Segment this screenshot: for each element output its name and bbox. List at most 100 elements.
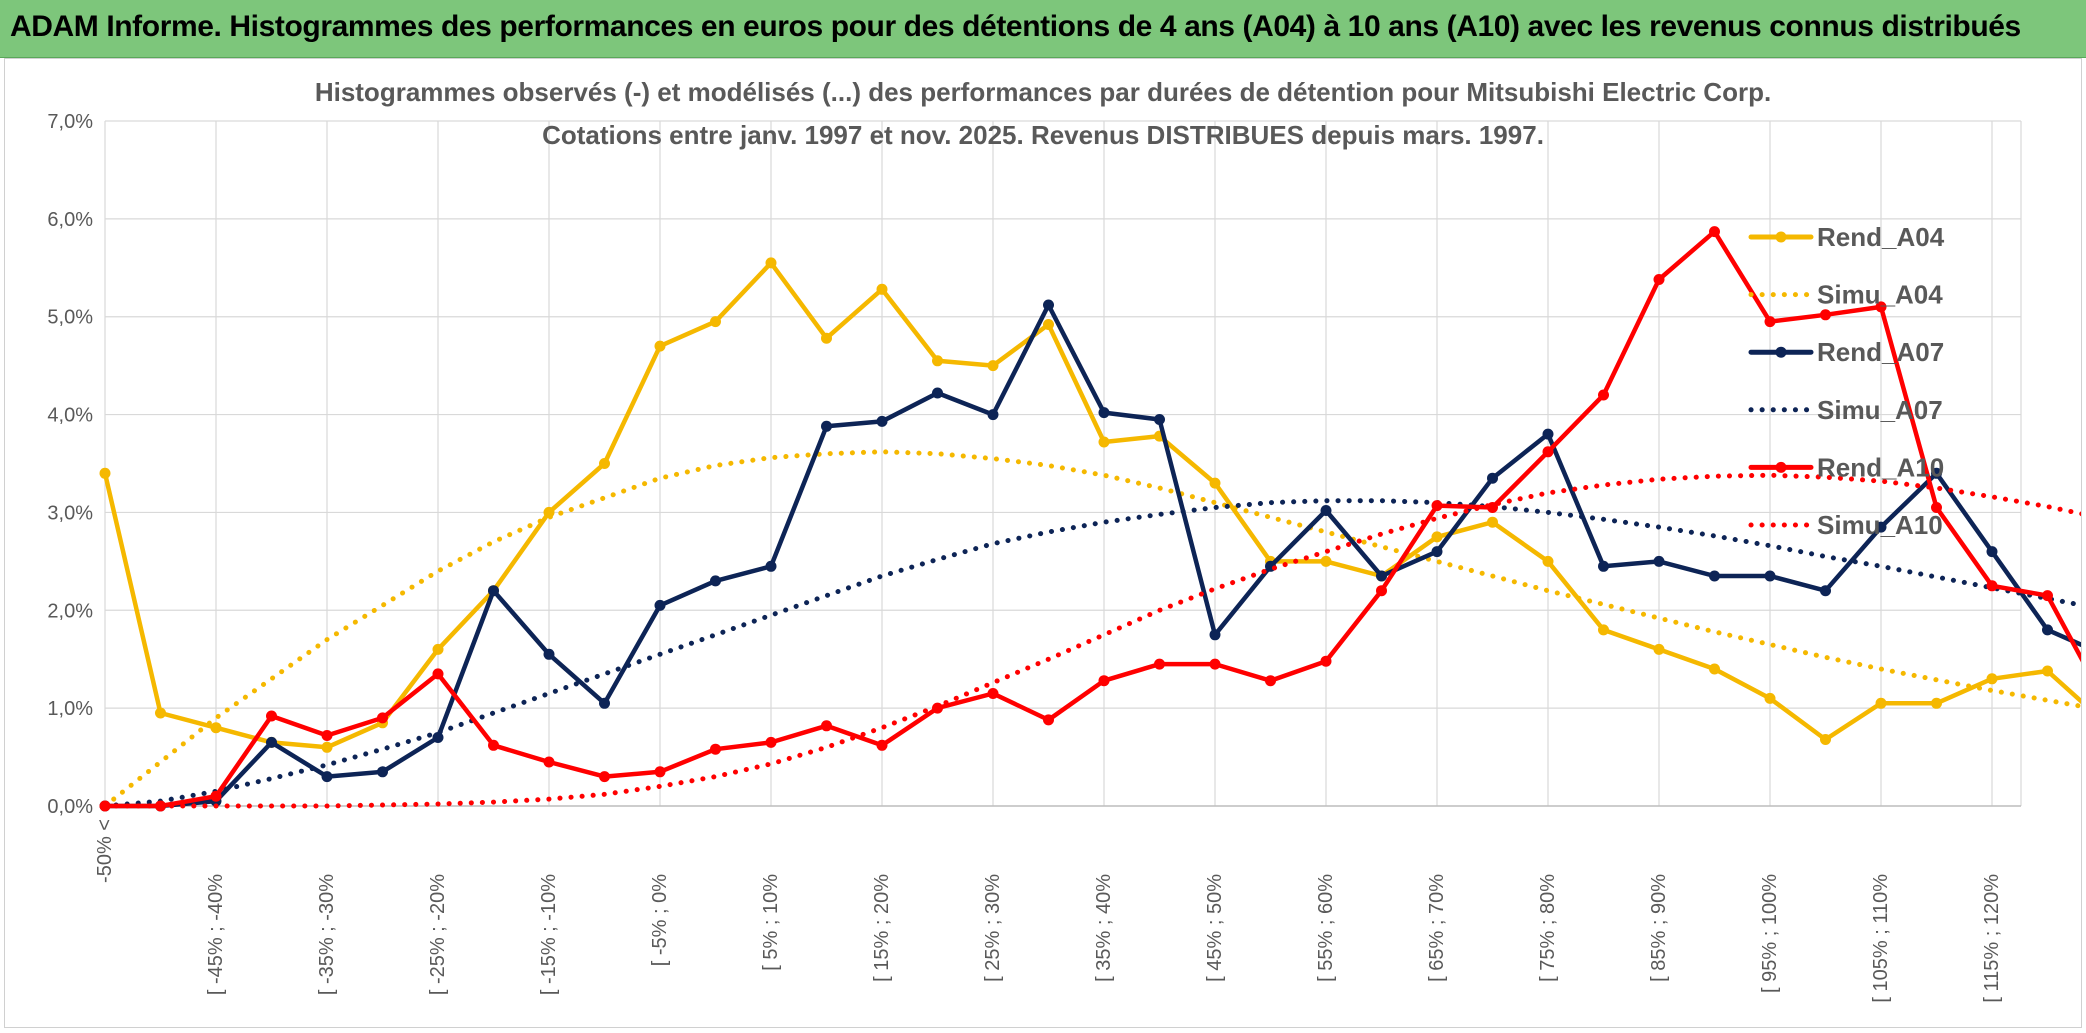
rend-a10-point bbox=[377, 712, 388, 724]
chart-subtitle: Cotations entre janv. 1997 et nov. 2025.… bbox=[542, 120, 1544, 150]
x-tick-label: [ -5% ; 0% bbox=[649, 874, 671, 966]
x-tick-label: [ -45% ; -40% bbox=[205, 874, 227, 995]
rend-a04-point bbox=[1820, 734, 1831, 745]
x-tick-label: [ 25% ; 30% bbox=[982, 874, 1004, 982]
x-tick-label: [ 105% ; 110% bbox=[1870, 874, 1892, 1003]
rend-a07-point bbox=[1098, 407, 1110, 419]
chart-title: Histogrammes observés (-) et modélisés (… bbox=[315, 77, 1771, 107]
rend-a04-point bbox=[432, 643, 444, 655]
x-tick-label: -50% < bbox=[94, 819, 116, 883]
x-tick-label: [ 45% ; 50% bbox=[1204, 874, 1226, 982]
rend-a10-point bbox=[1154, 658, 1165, 670]
rend-a10-point bbox=[821, 720, 832, 732]
legend-label-rend-a07: Rend_A07 bbox=[1817, 337, 1944, 367]
rend-a10-point bbox=[266, 710, 277, 722]
rend-a07-point bbox=[1320, 505, 1332, 516]
rend-a04-point bbox=[1709, 663, 1720, 675]
report-banner: ADAM Informe. Histogrammes des performan… bbox=[0, 0, 2086, 58]
rend-a10-point bbox=[1098, 675, 1110, 687]
rend-a07-point bbox=[876, 415, 888, 427]
rend-a07-point bbox=[2042, 624, 2053, 636]
rend-a04-line bbox=[102, 260, 2081, 750]
rend-a04-point bbox=[987, 360, 999, 372]
rend-a04-point bbox=[1986, 673, 1998, 685]
rend-a10-point bbox=[2042, 590, 2053, 602]
histogram-chart: 0,0% 1,0% 2,0% 3,0% 4,0% 5,0% 6,0% 7,0% -50% < [ … bbox=[47, 77, 2081, 1003]
chart-series bbox=[99, 226, 2081, 812]
rend-a10-point bbox=[1709, 226, 1720, 238]
chart-frame: 0,0% 1,0% 2,0% 3,0% 4,0% 5,0% 6,0% 7,0% -50% < [ … bbox=[4, 58, 2082, 1028]
rend-a07-point bbox=[1209, 629, 1221, 641]
rend-a07-point bbox=[1709, 570, 1720, 582]
rend-a10-point bbox=[543, 756, 555, 768]
x-tick-label: [ 15% ; 20% bbox=[871, 874, 893, 982]
rend-a07-point bbox=[488, 585, 499, 597]
rend-a04-point bbox=[1875, 697, 1887, 709]
rend-a07-point bbox=[1653, 555, 1665, 567]
x-tick-label: [ 5% ; 10% bbox=[760, 874, 782, 971]
rend-a07-point bbox=[987, 409, 999, 421]
rend-a10-point bbox=[210, 790, 222, 802]
y-tick-label: 4,0% bbox=[47, 405, 93, 427]
rend-a10-point bbox=[876, 739, 888, 751]
rend-a04-point bbox=[2042, 665, 2053, 677]
rend-a07-point bbox=[1875, 521, 1887, 533]
rend-a04-point bbox=[821, 332, 832, 344]
legend-marker-rend-a07 bbox=[1775, 346, 1787, 358]
chart-grid bbox=[104, 120, 2022, 807]
rend-a07-point bbox=[1043, 299, 1054, 311]
x-tick-label: [ 35% ; 40% bbox=[1093, 874, 1115, 982]
rend-a10-point bbox=[1986, 580, 1998, 592]
y-tick-label: 5,0% bbox=[47, 307, 93, 329]
rend-a04-point bbox=[155, 707, 166, 719]
rend-a10-point bbox=[1320, 655, 1332, 667]
rend-a10-point bbox=[1542, 446, 1554, 458]
rend-a04-point bbox=[1209, 477, 1221, 489]
chart-axes: 0,0% 1,0% 2,0% 3,0% 4,0% 5,0% 6,0% 7,0% -50% < [ … bbox=[47, 111, 2021, 1003]
rend-a04-point bbox=[1320, 555, 1332, 567]
rend-a07-point bbox=[1764, 570, 1776, 582]
rend-a10-point bbox=[987, 688, 999, 699]
rend-a10-point bbox=[1431, 500, 1443, 512]
rend-a10-point bbox=[599, 771, 610, 783]
rend-a10-point bbox=[1376, 585, 1387, 597]
rend-a07-point bbox=[1376, 570, 1387, 582]
rend-a04-point bbox=[1764, 692, 1776, 704]
chart-legend: Rend_A04 Simu_A04 Rend_A07 Simu_A07 Rend_A10… bbox=[1748, 222, 1945, 540]
rend-a04-point bbox=[932, 355, 943, 367]
rend-a04-point bbox=[1098, 436, 1110, 448]
rend-a07-point bbox=[1542, 428, 1554, 440]
y-tick-label: 6,0% bbox=[47, 209, 93, 231]
x-tick-label: [ 75% ; 80% bbox=[1537, 874, 1559, 982]
rend-a10-point bbox=[765, 736, 777, 748]
rend-a07-point bbox=[266, 736, 277, 748]
x-tick-label: [ 85% ; 90% bbox=[1648, 874, 1670, 982]
rend-a07-point bbox=[1487, 472, 1498, 484]
rend-a07-point bbox=[321, 771, 333, 783]
x-tick-label: [ 55% ; 60% bbox=[1315, 874, 1337, 982]
rend-a07-point bbox=[1154, 414, 1165, 425]
rend-a07-point bbox=[1431, 546, 1443, 558]
rend-a04-point bbox=[321, 741, 333, 753]
rend-a04-point bbox=[1598, 624, 1609, 636]
rend-a04-point bbox=[1431, 531, 1443, 543]
rend-a04-point bbox=[654, 340, 666, 352]
report-title: ADAM Informe. Histogrammes des performan… bbox=[10, 10, 2021, 43]
legend-label-rend-a04: Rend_A04 bbox=[1817, 222, 1945, 252]
rend-a07-point bbox=[1598, 560, 1609, 572]
rend-a04-point bbox=[599, 458, 610, 469]
rend-a07-point bbox=[765, 560, 777, 572]
rend-a10-point bbox=[654, 766, 666, 778]
rend-a10-point bbox=[1598, 389, 1609, 401]
legend-label-rend-a10: Rend_A10 bbox=[1817, 452, 1944, 482]
rend-a10-point bbox=[710, 743, 721, 755]
rend-a04-point bbox=[1931, 697, 1942, 709]
y-tick-label: 3,0% bbox=[47, 502, 93, 524]
rend-a04-point bbox=[210, 722, 222, 734]
x-tick-label: [ -25% ; -20% bbox=[427, 874, 449, 995]
y-tick-label: 2,0% bbox=[47, 600, 93, 622]
rend-a10-line bbox=[102, 229, 2081, 809]
y-tick-label: 7,0% bbox=[47, 111, 93, 133]
simu-a04-line bbox=[102, 449, 2081, 809]
y-tick-label: 1,0% bbox=[47, 698, 93, 720]
